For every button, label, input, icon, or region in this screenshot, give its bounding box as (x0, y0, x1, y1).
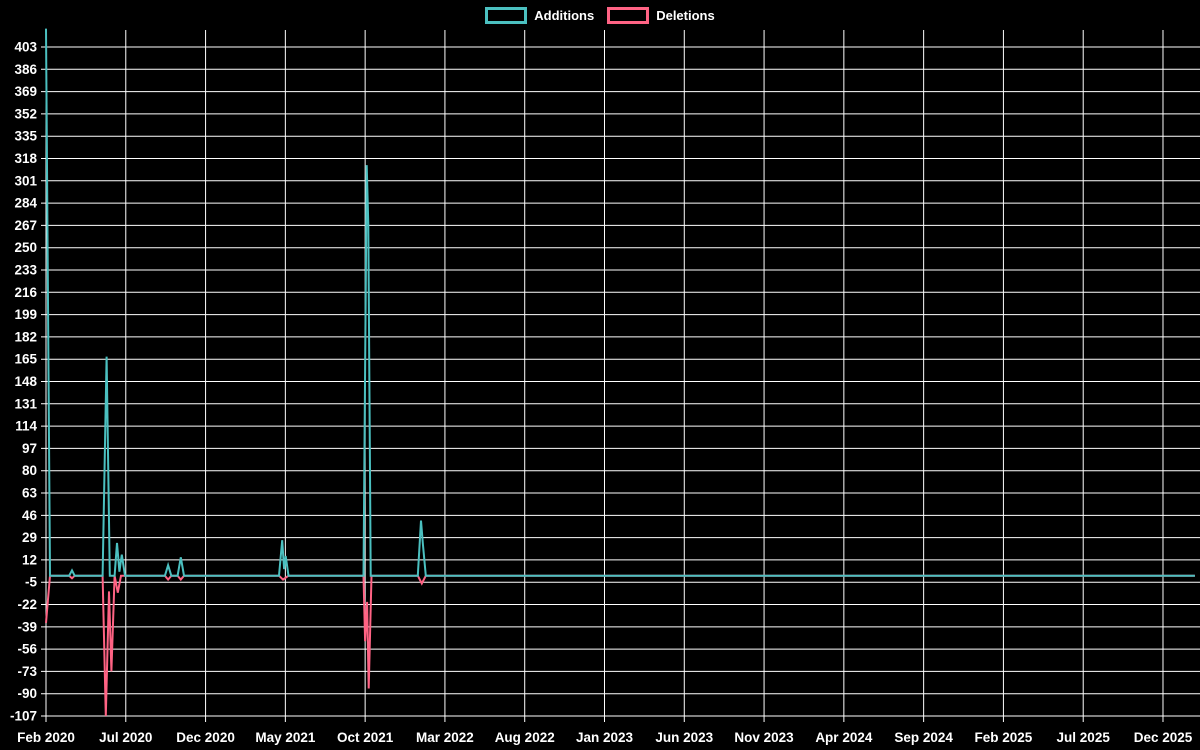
x-tick-label: Nov 2023 (734, 730, 794, 745)
x-tick-label: Jun 2023 (655, 730, 713, 745)
x-tick-label: Aug 2022 (495, 730, 555, 745)
y-tick-label: 335 (14, 129, 37, 144)
x-tick-label: Dec 2025 (1134, 730, 1193, 745)
y-tick-label: -56 (17, 642, 37, 657)
y-tick-label: 318 (14, 151, 37, 166)
y-tick-label: 403 (14, 40, 37, 55)
y-tick-label: 250 (14, 240, 37, 255)
y-tick-label: 386 (14, 62, 37, 77)
x-tick-label: Jul 2020 (99, 730, 152, 745)
x-tick-label: Feb 2025 (975, 730, 1033, 745)
y-tick-label: 369 (14, 84, 37, 99)
x-tick-label: Dec 2020 (176, 730, 235, 745)
x-tick-label: Sep 2024 (894, 730, 953, 745)
y-tick-label: 114 (15, 419, 37, 434)
y-tick-label: 267 (14, 218, 37, 233)
y-tick-label: 352 (14, 106, 37, 121)
y-tick-label: -90 (17, 686, 37, 701)
x-tick-label: Jul 2025 (1057, 730, 1111, 745)
y-tick-label: 148 (14, 374, 37, 389)
y-tick-label: 63 (22, 486, 38, 501)
legend: Additions Deletions (0, 7, 1200, 24)
x-tick-label: Oct 2021 (337, 730, 394, 745)
y-tick-label: -5 (25, 575, 37, 590)
y-tick-label: 284 (14, 196, 37, 211)
y-tick-label: 80 (22, 463, 37, 478)
y-tick-label: 97 (22, 441, 37, 456)
y-tick-label: -39 (17, 619, 37, 634)
y-tick-label: 233 (14, 263, 37, 278)
y-tick-label: 131 (14, 396, 37, 411)
deletions-line (45, 574, 1195, 717)
additions-line (45, 28, 1195, 577)
legend-item-deletions[interactable]: Deletions (607, 7, 715, 24)
x-tick-label: Apr 2024 (815, 730, 873, 745)
y-tick-label: 46 (22, 508, 38, 523)
deletions-legend-swatch-icon (607, 7, 650, 24)
legend-item-additions[interactable]: Additions (485, 7, 594, 24)
y-tick-label: 216 (14, 285, 37, 300)
x-tick-label: Mar 2022 (416, 730, 474, 745)
y-tick-label: 29 (22, 530, 37, 545)
x-tick-label: Feb 2020 (17, 730, 75, 745)
x-tick-label: Jan 2023 (576, 730, 634, 745)
y-tick-label: 12 (22, 552, 37, 567)
y-tick-label: 301 (14, 173, 37, 188)
legend-label-deletions: Deletions (656, 8, 715, 23)
y-tick-label: 165 (14, 352, 37, 367)
y-tick-label: -107 (10, 709, 37, 724)
additions-legend-swatch-icon (485, 7, 528, 24)
y-tick-label: -22 (17, 597, 37, 612)
legend-label-additions: Additions (534, 8, 595, 23)
y-tick-label: -73 (17, 664, 37, 679)
x-tick-label: May 2021 (255, 730, 316, 745)
y-tick-label: 199 (14, 307, 37, 322)
y-tick-label: 182 (14, 329, 37, 344)
